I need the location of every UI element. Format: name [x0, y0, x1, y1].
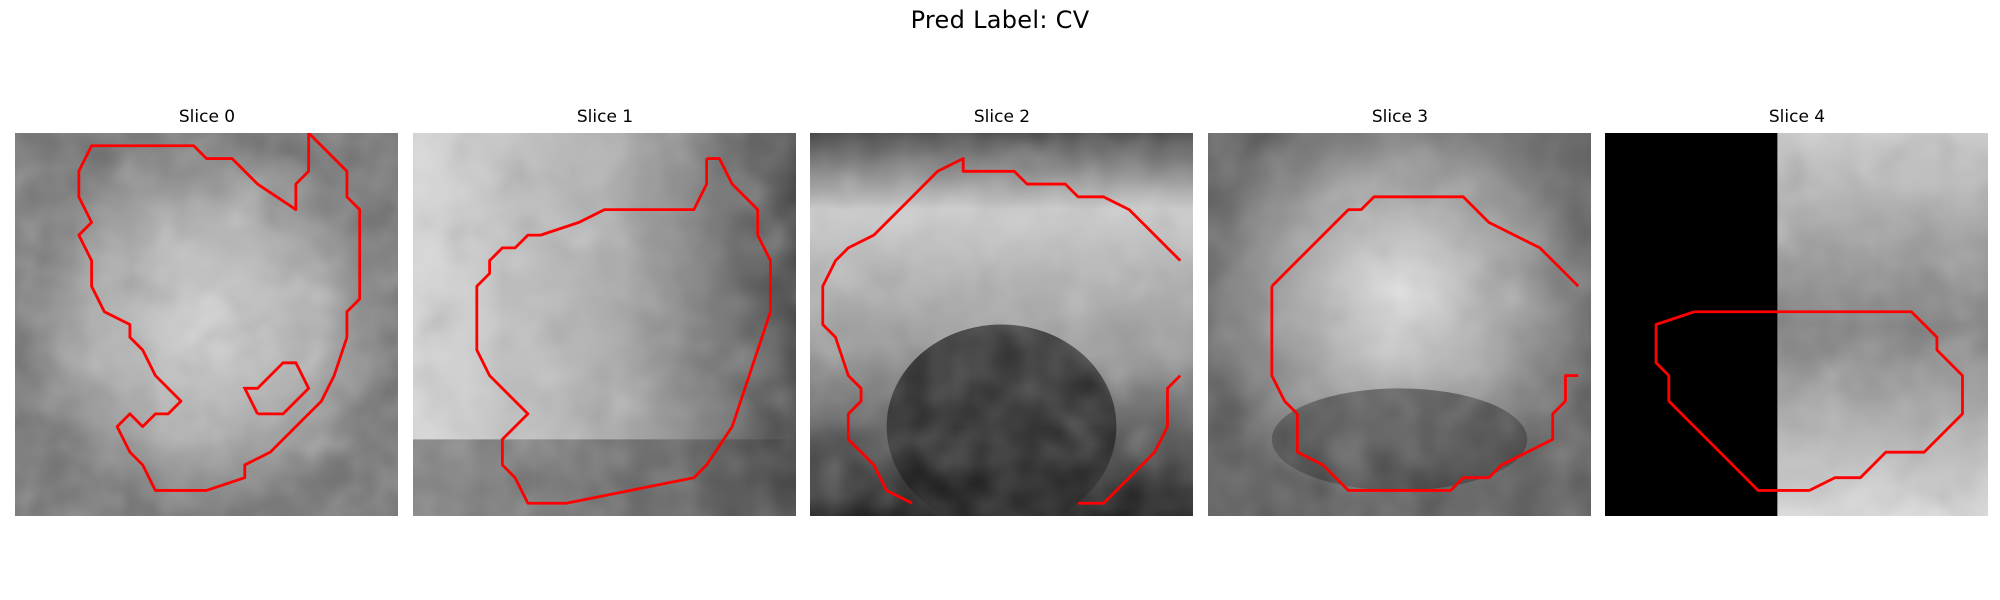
slice-image-0	[15, 133, 398, 516]
slice-title-0: Slice 0	[178, 107, 236, 127]
slice-3-contour-lower	[1270, 286, 1579, 492]
slice-2-texture	[810, 133, 1193, 516]
slice-0-contour-inner	[242, 361, 311, 416]
slice-title-2: Slice 2	[973, 107, 1031, 127]
slice-3-contour	[1270, 195, 1580, 288]
slice-3-texture	[1208, 133, 1591, 516]
slice-panel-0: Slice 0	[15, 106, 399, 516]
slice-4-contour	[1654, 310, 1964, 492]
slice-image-3	[1208, 133, 1591, 516]
slice-0-texture	[15, 133, 398, 516]
slice-image-1	[413, 133, 796, 516]
figure-title: Pred Label: CV	[910, 6, 1090, 34]
slice-2-contour	[821, 157, 1182, 505]
slice-2-contour-right	[1078, 374, 1182, 505]
slice-panel-3: Slice 3	[1208, 106, 1592, 516]
slice-title-3: Slice 3	[1371, 107, 1429, 127]
slice-4-black-region	[1605, 133, 1778, 516]
slice-image-2	[810, 133, 1193, 516]
slice-panel-2: Slice 2	[810, 106, 1194, 516]
slice-0-contour	[77, 133, 362, 492]
slice-panel-1: Slice 1	[413, 106, 797, 516]
slice-image-4	[1605, 133, 1988, 516]
slice-panel-4: Slice 4	[1605, 106, 1989, 516]
slice-1-contour	[475, 157, 772, 505]
slice-title-4: Slice 4	[1768, 107, 1826, 127]
slice-title-1: Slice 1	[576, 107, 634, 127]
